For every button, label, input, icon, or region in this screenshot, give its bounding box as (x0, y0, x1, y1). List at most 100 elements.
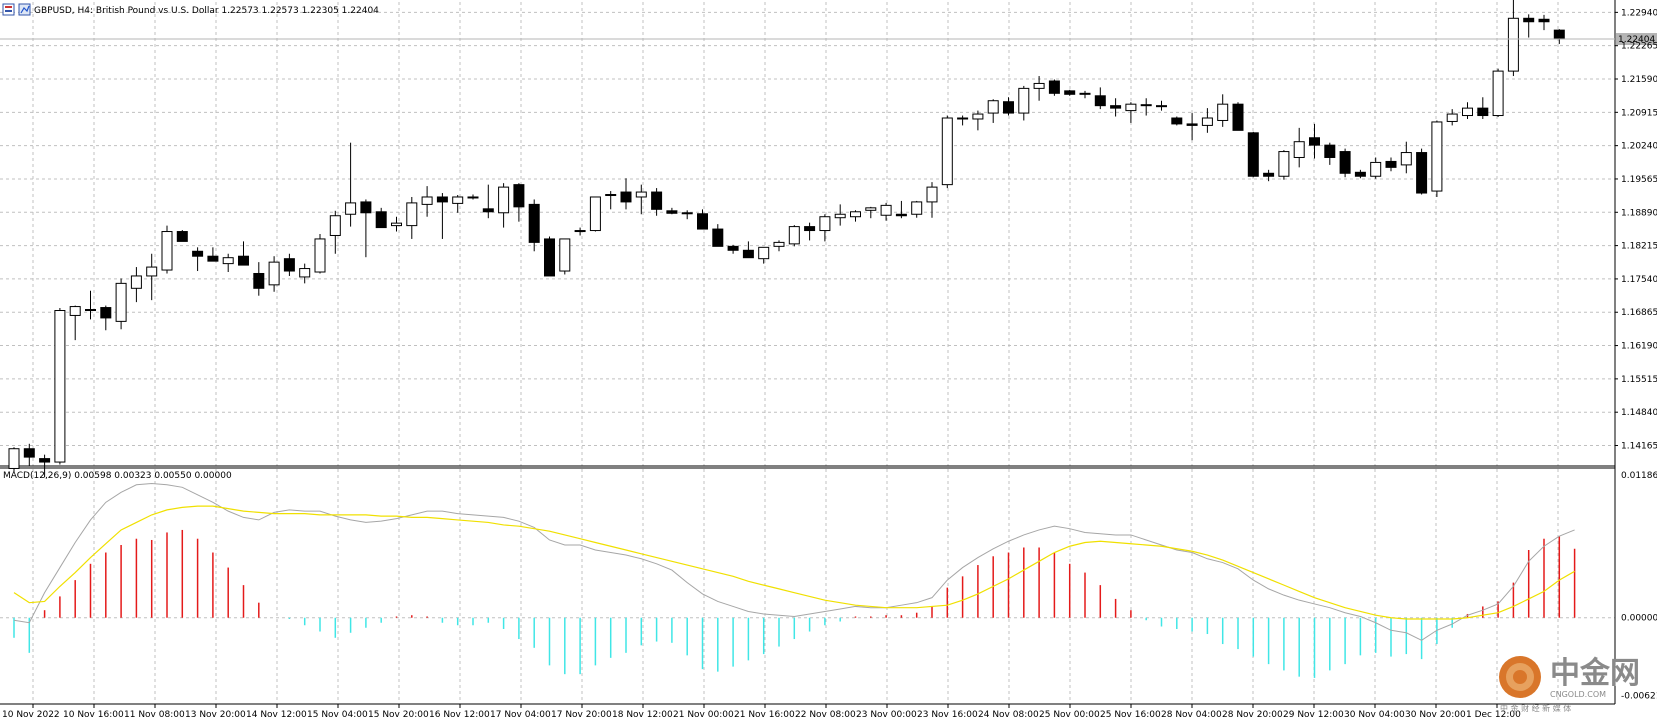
candle-body-bull (1033, 82, 1045, 89)
candle-body-bull (1201, 117, 1213, 126)
candle-body-bear (651, 191, 663, 210)
time-tick-label: 10 Nov 2022 (2, 710, 60, 720)
price-tick-label: 1.16865 (1621, 308, 1657, 318)
candle (1263, 169, 1275, 182)
candle-body-bull (987, 100, 999, 114)
candle (146, 253, 158, 301)
price-tick-label: 1.18890 (1621, 208, 1657, 218)
price-tick-label: 1.21590 (1621, 75, 1657, 85)
candle-body-bear (436, 196, 448, 203)
candle-body-bull (85, 309, 96, 312)
candle (1140, 98, 1152, 116)
price-tick-label: 1.20915 (1621, 108, 1657, 118)
candle (1354, 169, 1366, 179)
candle-body-bear (375, 211, 387, 229)
candle-body-bull (1492, 70, 1504, 117)
time-tick-label: 28 Nov 04:00 (1161, 710, 1222, 720)
candle (467, 194, 479, 200)
candle (85, 290, 96, 320)
price-tick-label: 1.17540 (1621, 275, 1657, 285)
candle-body-bull (130, 275, 142, 289)
candle (69, 305, 81, 341)
candle-body-bear (1354, 171, 1366, 177)
candle (1217, 94, 1229, 127)
macd-grid (0, 469, 1615, 703)
candle (589, 196, 601, 232)
candle-body-bear (1553, 29, 1565, 40)
candle-body-bull (345, 202, 357, 215)
candle-body-bull (957, 117, 969, 120)
time-tick-label: 23 Nov 00:00 (856, 710, 917, 720)
candle (54, 308, 66, 465)
candle (1125, 102, 1137, 123)
candle (712, 224, 724, 247)
candle (681, 210, 693, 220)
candle (39, 454, 51, 478)
candle (987, 99, 999, 123)
candle-body-bull (1370, 161, 1382, 177)
candle-body-bear (23, 448, 35, 458)
watermark-tagline: 中 金 财 经 新 媒 体 (1500, 703, 1571, 713)
candle (742, 241, 754, 259)
candle-body-bull (773, 241, 785, 247)
candle-body-bear (1110, 105, 1122, 109)
candle (819, 214, 831, 242)
candle (773, 240, 785, 252)
candle-body-bull (146, 266, 158, 277)
current-price-label: 1.22404 (1618, 35, 1655, 45)
candle (1400, 141, 1412, 174)
candle-body-bull (268, 261, 280, 286)
candle-body-bull (758, 246, 770, 260)
candle-body-bull (161, 231, 173, 271)
candle (528, 199, 540, 252)
candle (727, 244, 739, 254)
candle-body-bull (1217, 103, 1229, 121)
time-tick-label: 17 Nov 04:00 (490, 710, 551, 720)
candlestick-series (8, 0, 1565, 478)
candle (192, 247, 204, 272)
candle-body-bull (589, 196, 601, 232)
candle (865, 206, 877, 219)
chart-menu-icon[interactable] (2, 3, 15, 16)
time-tick-label: 1 Dec 12:00 (1466, 710, 1521, 720)
candle (452, 195, 464, 213)
candle (1492, 68, 1504, 118)
candle (329, 210, 341, 254)
macd-histogram (13, 529, 1576, 678)
candle-body-bear (1186, 123, 1198, 126)
candle-body-bear (100, 307, 112, 319)
time-tick-label: 24 Nov 08:00 (978, 710, 1039, 720)
watermark-name: 中金网 (1550, 656, 1640, 691)
candle-body-bear (620, 191, 632, 203)
candle (130, 267, 142, 303)
candle (544, 236, 555, 277)
macd-signal-line (13, 505, 1575, 620)
candle-body-bull (1431, 121, 1443, 192)
candle-body-bull (574, 230, 586, 233)
time-tick-label: 21 Nov 00:00 (673, 710, 734, 720)
candle-body-bear (360, 201, 372, 214)
candle (941, 115, 953, 189)
candle-body-bear (727, 245, 739, 251)
candle-body-bull (865, 207, 877, 211)
symbol-title: GBPUSD, H4: British Pound vs U.S. Dollar… (34, 6, 379, 16)
candle-body-bear (1339, 151, 1351, 174)
candle (23, 443, 35, 466)
time-tick-label: 14 Nov 12:00 (246, 710, 307, 720)
time-tick-label: 11 Nov 08:00 (124, 710, 185, 720)
candle-body-bear (1003, 101, 1014, 114)
candle-body-bear (513, 184, 525, 208)
candle (1462, 102, 1473, 119)
candle-body-bull (498, 186, 510, 214)
candle-body-bull (467, 196, 479, 199)
candle (1431, 120, 1443, 197)
candle-body-bull (850, 211, 861, 218)
candle (482, 184, 494, 219)
chart-window-icon[interactable] (18, 3, 31, 16)
watermark-domain: CNGOLD.COM (1550, 690, 1606, 699)
candle (513, 183, 525, 222)
candle-body-bull (1400, 152, 1412, 166)
candle-body-bear (192, 250, 204, 257)
candle (1385, 157, 1397, 172)
